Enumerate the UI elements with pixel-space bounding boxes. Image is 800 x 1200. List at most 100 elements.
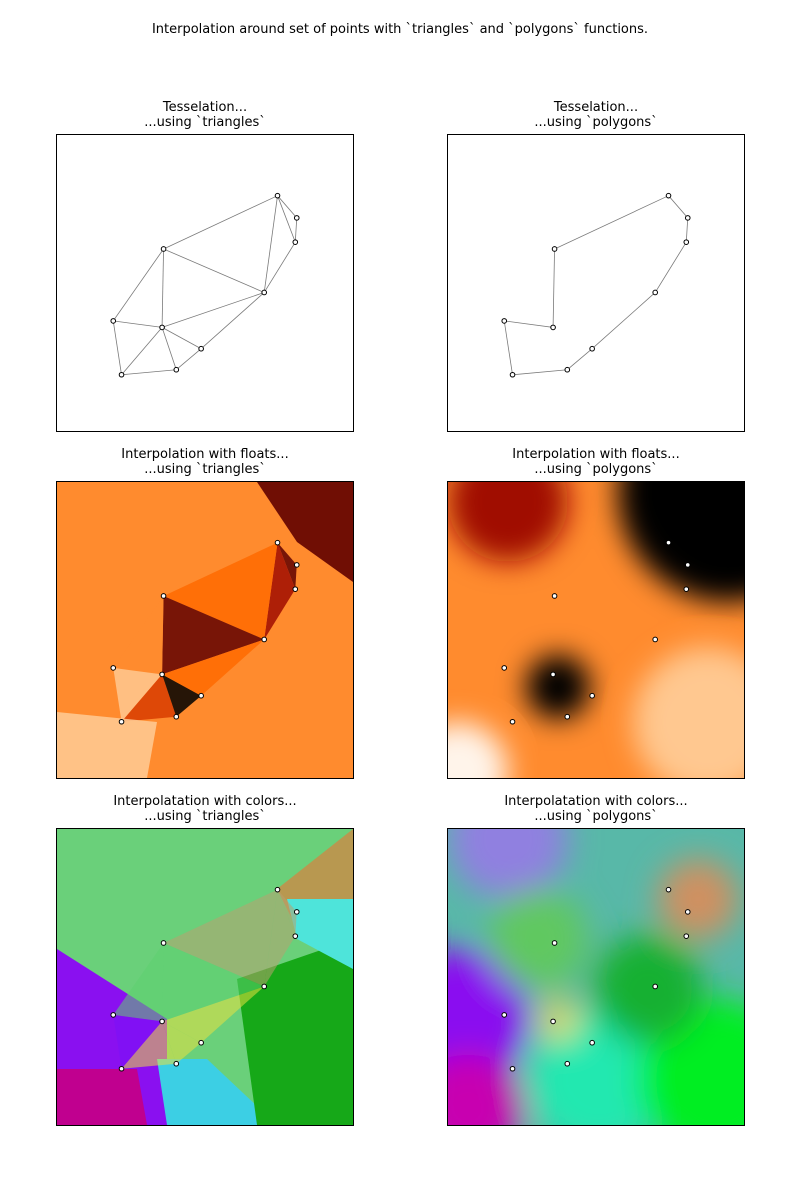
panel-floats-polygons [447,481,745,779]
field-triangle-5 [113,1014,163,1069]
colors-polygons-plot [448,829,744,1125]
data-point-4 [551,246,558,252]
data-point-8 [173,1060,180,1067]
edge-7-8 [176,348,202,371]
data-point-1 [684,215,691,221]
data-point-4 [160,246,167,252]
data-point-1 [293,562,300,568]
panel-title-1-line1: Tesselation... [162,100,248,115]
data-point-9 [509,718,516,725]
data-point-5 [110,665,117,671]
field-blob-tan [658,859,738,939]
data-point-5 [110,318,117,324]
field-triangle-6 [121,1021,177,1069]
data-point-0 [665,192,672,199]
field-triangle-1 [264,889,296,987]
field-triangle-3 [162,942,265,1022]
field-region-magenta [57,1069,147,1125]
panel-title-6-line2: ...using `polygons` [534,809,658,824]
field-triangle-6 [121,674,177,722]
data-point-8 [173,713,180,720]
colors-triangles-plot [57,829,353,1125]
panel-tess-triangles [56,134,354,432]
field-blob-violet [448,949,528,1089]
data-point-6 [159,324,165,331]
data-point-3 [261,289,267,296]
edge-0-1 [277,195,298,219]
edge-4-5 [112,248,164,322]
panel-title-4: Interpolation with floats... ...using `p… [447,447,745,477]
field-blob-lavender [448,829,568,899]
data-point-8 [564,713,571,720]
tess-triangles-plot [110,192,300,378]
field-triangle-5 [113,667,163,722]
data-point-6 [550,671,556,678]
data-point-7 [589,1039,595,1046]
panel-tess-polygons [447,134,745,432]
panel-title-5-line1: Interpolatation with colors... [113,794,297,809]
field-triangle-7 [162,674,202,717]
data-point-6 [159,1018,165,1025]
field-triangle-3 [162,595,265,675]
edge-0-4 [163,195,278,250]
panel-colors-triangles [56,828,354,1126]
field-triangle-8 [162,986,265,1043]
field-blob-magenta [448,1054,523,1125]
data-point-0 [274,539,281,546]
data-point-9 [118,371,125,378]
field-corner-bl [57,712,157,778]
tess-polygons-plot [501,192,691,378]
field-blob-light [633,647,744,778]
data-point-2 [683,586,690,592]
field-triangle-0 [277,889,297,937]
field-triangle-8 [162,639,265,696]
data-point-1 [684,909,691,915]
field-region-aqua [287,899,353,969]
data-point-5 [501,665,508,671]
field-blob-center [526,655,590,719]
field-triangle-1 [264,542,296,640]
data-point-8 [173,366,180,373]
data-point-7 [589,345,595,352]
panel-title-6: Interpolatation with colors... ...using … [447,794,745,824]
data-point-2 [683,239,690,245]
field-smooth-group [448,829,744,1125]
field-blob-dark [618,482,744,602]
panel-colors-polygons [447,828,745,1126]
panel-title-4-line2: ...using `polygons` [534,462,658,477]
edge-2-3 [263,241,296,293]
data-point-2 [292,586,299,592]
edge-0-2 [277,195,296,243]
panel-title-1: Tesselation... ...using `triangles` [56,100,354,130]
field-blob-darkgreen [593,934,703,1044]
field-blob-leaf [488,889,588,989]
data-point-1 [293,909,300,915]
data-point-0 [274,886,281,893]
field-triangle-4 [113,595,164,675]
data-point-6 [550,1018,556,1025]
panel-title-3-line1: Interpolation with floats... [121,447,289,462]
data-point-4 [551,593,558,599]
data-point-3 [652,289,658,296]
edge-6-7 [161,327,202,350]
field-blob-yellow [538,999,578,1039]
data-point-8 [564,366,571,373]
field-triangle-7 [162,1021,202,1064]
field-triangle-0 [277,542,297,590]
data-point-7 [198,1039,204,1046]
field-triangle-4 [113,942,164,1022]
field-smooth-group [448,482,744,778]
data-point-3 [261,983,267,990]
panel-title-2: Tesselation... ...using `polygons` [447,100,745,130]
panel-title-2-line2: ...using `polygons` [534,115,658,130]
panel-title-5-line2: ...using `triangles` [144,809,266,824]
data-point-5 [110,1012,117,1018]
field-region-cyan [157,1059,277,1125]
data-point-3 [652,983,658,990]
floats-triangles-plot [57,482,353,778]
edge-4-6 [161,248,164,328]
data-point-2 [292,933,299,939]
data-point-1 [684,562,691,568]
floats-polygons-plot [448,482,744,778]
panel-title-1-line2: ...using `triangles` [144,115,266,130]
